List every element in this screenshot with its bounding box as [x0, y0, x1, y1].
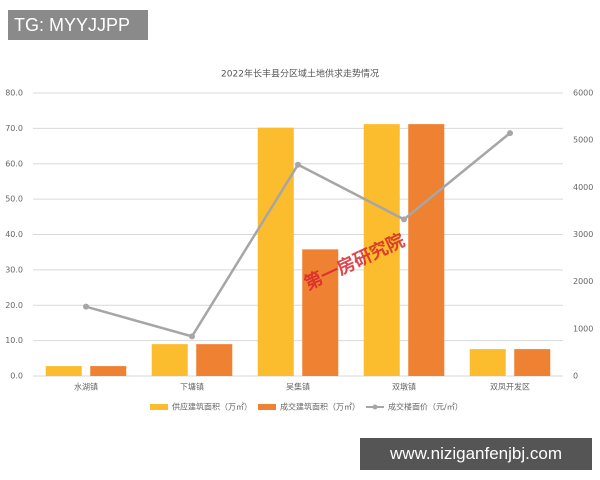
line-marker	[507, 130, 513, 137]
x-tick-label: 水湖镇	[74, 382, 98, 392]
y2-tick-label: 0	[573, 372, 578, 381]
y-tick-label: 80.0	[5, 89, 23, 98]
bar	[363, 124, 400, 376]
y-tick-label: 50.0	[5, 195, 23, 204]
y-tick-label: 40.0	[5, 230, 23, 239]
line-marker	[295, 161, 301, 168]
bar	[196, 344, 233, 376]
x-tick-label: 吴集镇	[286, 382, 310, 392]
y-tick-label: 0.0	[10, 372, 23, 381]
y2-tick-label: 3000	[573, 230, 593, 239]
y2-tick-label: 4000	[573, 183, 593, 192]
x-tick-label: 下塘镇	[180, 382, 204, 392]
bar	[469, 349, 506, 376]
site-label: www.niziganfenjbj.com	[360, 438, 592, 470]
legend-swatch	[258, 404, 276, 410]
tag-label: TG: MYYJJPP	[8, 10, 148, 40]
y-tick-label: 10.0	[5, 336, 23, 345]
line-marker	[401, 216, 407, 223]
y-tick-label: 30.0	[5, 265, 23, 274]
bar	[514, 349, 551, 376]
legend-label: 成交建筑面积（万㎡）	[280, 402, 360, 412]
bar	[151, 344, 188, 376]
bar	[257, 127, 294, 376]
y-tick-label: 70.0	[5, 124, 23, 133]
x-tick-label: 双凤开发区	[490, 382, 530, 392]
bar	[408, 124, 445, 376]
legend-label: 成交楼面价（元/㎡）	[388, 402, 463, 412]
legend-swatch	[372, 404, 378, 410]
legend-label: 供应建筑面积（万㎡）	[172, 402, 252, 412]
line-marker	[189, 333, 195, 340]
y2-tick-label: 1000	[573, 324, 593, 333]
bar	[302, 249, 339, 376]
chart-title: 2022年长丰县分区域土地供求走势情况	[221, 68, 379, 80]
y-tick-label: 60.0	[5, 159, 23, 168]
bar	[90, 366, 127, 376]
y2-tick-label: 2000	[573, 277, 593, 286]
y-tick-label: 20.0	[5, 301, 23, 310]
y2-tick-label: 5000	[573, 136, 593, 145]
x-tick-label: 双墩镇	[392, 382, 416, 392]
bar	[45, 366, 82, 376]
line-marker	[83, 303, 89, 310]
y2-tick-label: 6000	[573, 89, 593, 98]
legend-swatch	[150, 404, 168, 410]
